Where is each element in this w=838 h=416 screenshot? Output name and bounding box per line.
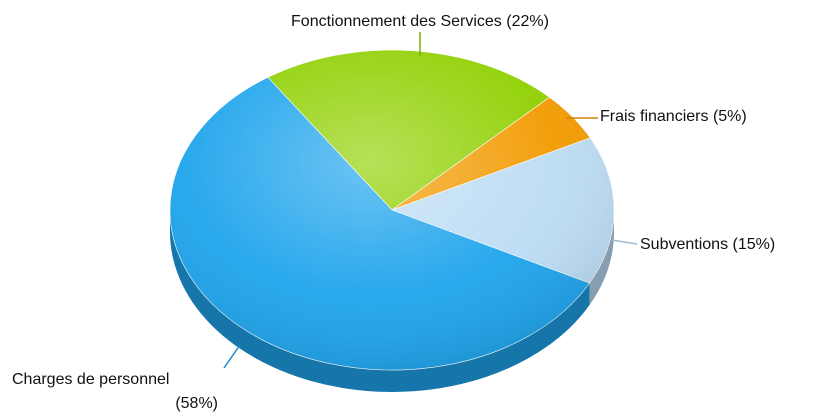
leader-line bbox=[611, 239, 638, 245]
value-label: (15%) bbox=[733, 236, 776, 253]
category-name: Charges de personnel bbox=[12, 371, 169, 388]
slice-label: Subventions (15%) bbox=[640, 236, 775, 253]
category-name: Frais financiers bbox=[600, 108, 708, 125]
value-label: (5%) bbox=[713, 108, 747, 125]
slice-label: Frais financiers (5%) bbox=[600, 108, 747, 125]
slice-label: Fonctionnement des Services (22%) bbox=[291, 13, 549, 30]
slice-label: Charges de personnel bbox=[12, 371, 169, 388]
slice-label: (58%) bbox=[175, 395, 218, 412]
category-name: Subventions bbox=[640, 236, 728, 253]
value-label: (22%) bbox=[506, 13, 549, 30]
leader-line bbox=[223, 344, 241, 369]
value-label: (58%) bbox=[175, 395, 218, 412]
category-name: Fonctionnement des Services bbox=[291, 13, 502, 30]
